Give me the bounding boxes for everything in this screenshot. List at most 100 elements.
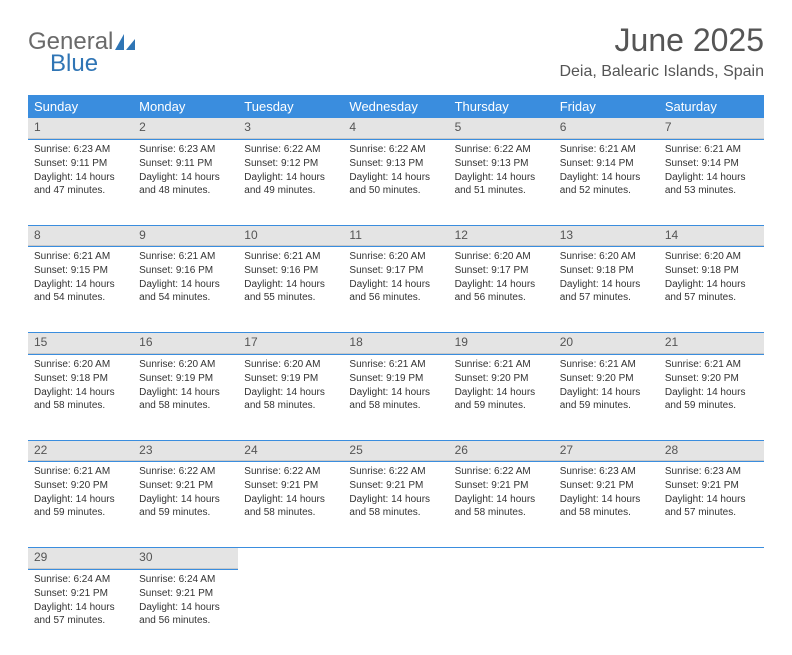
- day-number: 5: [449, 118, 554, 139]
- weekday-header: Wednesday: [343, 95, 448, 118]
- weekday-header: Friday: [554, 95, 659, 118]
- sunrise-text: Sunrise: 6:21 AM: [139, 250, 232, 263]
- day-cell: Sunrise: 6:21 AMSunset: 9:16 PMDaylight:…: [133, 247, 238, 333]
- week-row: Sunrise: 6:21 AMSunset: 9:15 PMDaylight:…: [28, 247, 764, 333]
- day-number: 7: [659, 118, 764, 139]
- day-number: 2: [133, 118, 238, 139]
- sunrise-text: Sunrise: 6:20 AM: [560, 250, 653, 263]
- day-number-cell: 25: [343, 440, 448, 462]
- day-details: Sunrise: 6:23 AMSunset: 9:11 PMDaylight:…: [133, 140, 238, 204]
- sunrise-text: Sunrise: 6:24 AM: [139, 573, 232, 586]
- day-number-cell: 19: [449, 333, 554, 355]
- week-row: Sunrise: 6:24 AMSunset: 9:21 PMDaylight:…: [28, 569, 764, 655]
- day-number: 16: [133, 333, 238, 354]
- day-number-cell: 18: [343, 333, 448, 355]
- day-cell: Sunrise: 6:23 AMSunset: 9:11 PMDaylight:…: [28, 139, 133, 225]
- sunrise-text: Sunrise: 6:22 AM: [455, 465, 548, 478]
- daylight-text: Daylight: 14 hours and 54 minutes.: [139, 278, 232, 304]
- sunrise-text: Sunrise: 6:21 AM: [665, 143, 758, 156]
- daynum-row: 1234567: [28, 118, 764, 139]
- sunrise-text: Sunrise: 6:22 AM: [244, 465, 337, 478]
- day-cell: Sunrise: 6:22 AMSunset: 9:21 PMDaylight:…: [449, 462, 554, 548]
- sunset-text: Sunset: 9:17 PM: [455, 264, 548, 277]
- sunrise-text: Sunrise: 6:21 AM: [349, 358, 442, 371]
- day-number: 29: [28, 548, 133, 569]
- day-cell: Sunrise: 6:20 AMSunset: 9:18 PMDaylight:…: [28, 354, 133, 440]
- day-details: Sunrise: 6:21 AMSunset: 9:15 PMDaylight:…: [28, 247, 133, 311]
- daylight-text: Daylight: 14 hours and 48 minutes.: [139, 171, 232, 197]
- weekday-header: Tuesday: [238, 95, 343, 118]
- daynum-row: 22232425262728: [28, 440, 764, 462]
- day-number: 9: [133, 226, 238, 247]
- sunset-text: Sunset: 9:21 PM: [455, 479, 548, 492]
- daylight-text: Daylight: 14 hours and 58 minutes.: [244, 493, 337, 519]
- day-details: Sunrise: 6:23 AMSunset: 9:21 PMDaylight:…: [554, 462, 659, 526]
- day-details: Sunrise: 6:22 AMSunset: 9:21 PMDaylight:…: [133, 462, 238, 526]
- day-details: Sunrise: 6:21 AMSunset: 9:14 PMDaylight:…: [554, 140, 659, 204]
- day-cell: Sunrise: 6:21 AMSunset: 9:20 PMDaylight:…: [554, 354, 659, 440]
- sunset-text: Sunset: 9:14 PM: [560, 157, 653, 170]
- day-details: Sunrise: 6:21 AMSunset: 9:20 PMDaylight:…: [554, 355, 659, 419]
- day-number: 10: [238, 226, 343, 247]
- day-details: Sunrise: 6:22 AMSunset: 9:12 PMDaylight:…: [238, 140, 343, 204]
- day-number-cell: 30: [133, 548, 238, 570]
- sunset-text: Sunset: 9:20 PM: [560, 372, 653, 385]
- sunrise-text: Sunrise: 6:21 AM: [665, 358, 758, 371]
- sunset-text: Sunset: 9:18 PM: [560, 264, 653, 277]
- day-cell: Sunrise: 6:21 AMSunset: 9:20 PMDaylight:…: [28, 462, 133, 548]
- daynum-row: 891011121314: [28, 225, 764, 247]
- daylight-text: Daylight: 14 hours and 52 minutes.: [560, 171, 653, 197]
- day-cell: Sunrise: 6:20 AMSunset: 9:19 PMDaylight:…: [238, 354, 343, 440]
- daylight-text: Daylight: 14 hours and 59 minutes.: [139, 493, 232, 519]
- day-details: Sunrise: 6:22 AMSunset: 9:21 PMDaylight:…: [449, 462, 554, 526]
- day-number-cell: 9: [133, 225, 238, 247]
- daylight-text: Daylight: 14 hours and 59 minutes.: [455, 386, 548, 412]
- day-cell: Sunrise: 6:22 AMSunset: 9:21 PMDaylight:…: [238, 462, 343, 548]
- daylight-text: Daylight: 14 hours and 56 minutes.: [139, 601, 232, 627]
- daynum-row: 15161718192021: [28, 333, 764, 355]
- sunset-text: Sunset: 9:21 PM: [139, 479, 232, 492]
- day-cell: Sunrise: 6:23 AMSunset: 9:21 PMDaylight:…: [554, 462, 659, 548]
- sunset-text: Sunset: 9:13 PM: [349, 157, 442, 170]
- page-header: General Blue June 2025 Deia, Balearic Is…: [28, 22, 764, 81]
- sunrise-text: Sunrise: 6:21 AM: [560, 358, 653, 371]
- daylight-text: Daylight: 14 hours and 47 minutes.: [34, 171, 127, 197]
- day-details: Sunrise: 6:22 AMSunset: 9:13 PMDaylight:…: [343, 140, 448, 204]
- sunrise-text: Sunrise: 6:20 AM: [349, 250, 442, 263]
- daylight-text: Daylight: 14 hours and 49 minutes.: [244, 171, 337, 197]
- day-number: 30: [133, 548, 238, 569]
- day-number-cell: 27: [554, 440, 659, 462]
- sunset-text: Sunset: 9:21 PM: [665, 479, 758, 492]
- day-details: Sunrise: 6:20 AMSunset: 9:19 PMDaylight:…: [133, 355, 238, 419]
- day-number-cell: 23: [133, 440, 238, 462]
- day-cell: [238, 569, 343, 655]
- daylight-text: Daylight: 14 hours and 57 minutes.: [665, 493, 758, 519]
- sunrise-text: Sunrise: 6:20 AM: [244, 358, 337, 371]
- sunrise-text: Sunrise: 6:20 AM: [455, 250, 548, 263]
- day-number-cell: 2: [133, 118, 238, 139]
- sunset-text: Sunset: 9:11 PM: [139, 157, 232, 170]
- day-number: 27: [554, 441, 659, 462]
- daylight-text: Daylight: 14 hours and 58 minutes.: [349, 386, 442, 412]
- day-number: 26: [449, 441, 554, 462]
- day-cell: Sunrise: 6:24 AMSunset: 9:21 PMDaylight:…: [28, 569, 133, 655]
- day-number: 1: [28, 118, 133, 139]
- sunset-text: Sunset: 9:18 PM: [665, 264, 758, 277]
- daylight-text: Daylight: 14 hours and 55 minutes.: [244, 278, 337, 304]
- sunrise-text: Sunrise: 6:23 AM: [560, 465, 653, 478]
- brand-text-2: Blue: [50, 50, 98, 78]
- day-number: 14: [659, 226, 764, 247]
- daylight-text: Daylight: 14 hours and 58 minutes.: [139, 386, 232, 412]
- weekday-header: Saturday: [659, 95, 764, 118]
- day-cell: Sunrise: 6:23 AMSunset: 9:21 PMDaylight:…: [659, 462, 764, 548]
- day-number-cell: 14: [659, 225, 764, 247]
- day-number: 19: [449, 333, 554, 354]
- day-details: Sunrise: 6:21 AMSunset: 9:20 PMDaylight:…: [659, 355, 764, 419]
- day-number-cell: 21: [659, 333, 764, 355]
- sail-icon: [114, 34, 136, 50]
- daylight-text: Daylight: 14 hours and 59 minutes.: [34, 493, 127, 519]
- calendar-table: SundayMondayTuesdayWednesdayThursdayFrid…: [28, 95, 764, 655]
- day-number: 24: [238, 441, 343, 462]
- day-number: 22: [28, 441, 133, 462]
- sunrise-text: Sunrise: 6:21 AM: [34, 250, 127, 263]
